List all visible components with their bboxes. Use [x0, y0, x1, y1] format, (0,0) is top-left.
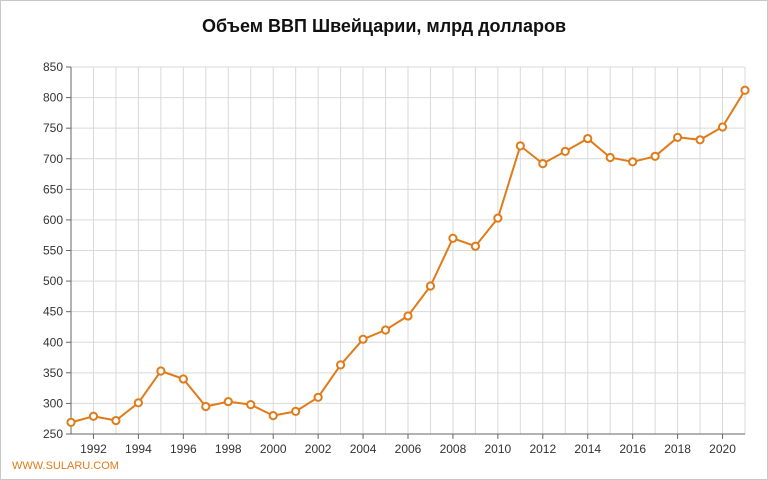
data-point	[493, 213, 503, 223]
x-tick-label: 2004	[350, 442, 377, 456]
y-tick-labels: 250 300 350 400 450 500 550 600 650 700 750 800 850	[43, 60, 63, 441]
y-tick-label: 350	[43, 366, 63, 380]
data-point	[470, 241, 480, 251]
y-tick-label: 450	[43, 305, 63, 319]
y-tick-label: 600	[43, 213, 63, 227]
data-point	[313, 392, 323, 402]
y-tick-label: 400	[43, 335, 63, 349]
x-tick-label: 2002	[305, 442, 332, 456]
x-tick-label: 2000	[260, 442, 287, 456]
series-points	[66, 85, 750, 427]
y-tick-label: 850	[43, 60, 63, 74]
watermark-text: WWW.SULARU.COM	[12, 460, 119, 472]
data-point	[583, 133, 593, 144]
data-point	[605, 152, 615, 163]
y-tick-label: 650	[43, 182, 63, 196]
y-tick-label: 500	[43, 274, 63, 288]
data-point	[650, 151, 660, 161]
data-point	[695, 135, 705, 145]
data-point	[538, 159, 548, 169]
x-tick-label: 2008	[440, 442, 467, 456]
chart-title: Объем ВВП Швейцарии, млрд долларов	[201, 16, 567, 36]
data-point	[111, 415, 121, 426]
x-tick-label: 2016	[619, 442, 646, 456]
data-point	[66, 417, 76, 427]
y-tick-label: 250	[43, 427, 63, 441]
data-point	[448, 233, 458, 243]
x-tick-label: 1994	[125, 442, 152, 456]
data-point	[223, 396, 233, 407]
x-tick-label: 2012	[529, 442, 556, 456]
data-point	[336, 360, 346, 370]
data-point	[201, 401, 211, 412]
data-point	[628, 157, 638, 167]
grid-lines	[70, 66, 746, 435]
data-point	[717, 122, 728, 132]
x-tick-label: 2020	[709, 442, 736, 456]
data-point	[268, 411, 278, 421]
y-tick-label: 750	[43, 121, 63, 135]
x-tick-labels: 1992 1994 1996 1998 2000 2002 2004 2006 2008 2010…	[80, 442, 736, 456]
y-tick-label: 550	[43, 244, 63, 258]
data-point	[246, 400, 256, 410]
y-tick-label: 700	[43, 152, 63, 166]
data-point	[358, 334, 368, 344]
x-tick-label: 1992	[80, 442, 107, 456]
y-tick-label: 300	[43, 396, 63, 410]
data-point	[403, 311, 413, 321]
y-tick-label: 800	[43, 91, 63, 105]
x-tick-label: 2006	[395, 442, 422, 456]
data-point	[560, 146, 570, 157]
x-tick-label: 1998	[215, 442, 242, 456]
data-point	[133, 398, 143, 408]
data-point	[178, 374, 188, 384]
data-point	[425, 281, 436, 291]
data-point	[740, 85, 750, 95]
data-point	[515, 141, 525, 151]
x-tick-label: 2018	[664, 442, 691, 456]
x-tick-label: 2014	[574, 442, 601, 456]
data-point	[380, 325, 391, 335]
data-point	[88, 411, 99, 421]
data-point	[156, 366, 166, 376]
data-point	[291, 406, 301, 416]
axes	[66, 66, 745, 439]
data-point	[673, 132, 683, 142]
x-tick-label: 1996	[170, 442, 197, 456]
x-tick-label: 2010	[485, 442, 512, 456]
